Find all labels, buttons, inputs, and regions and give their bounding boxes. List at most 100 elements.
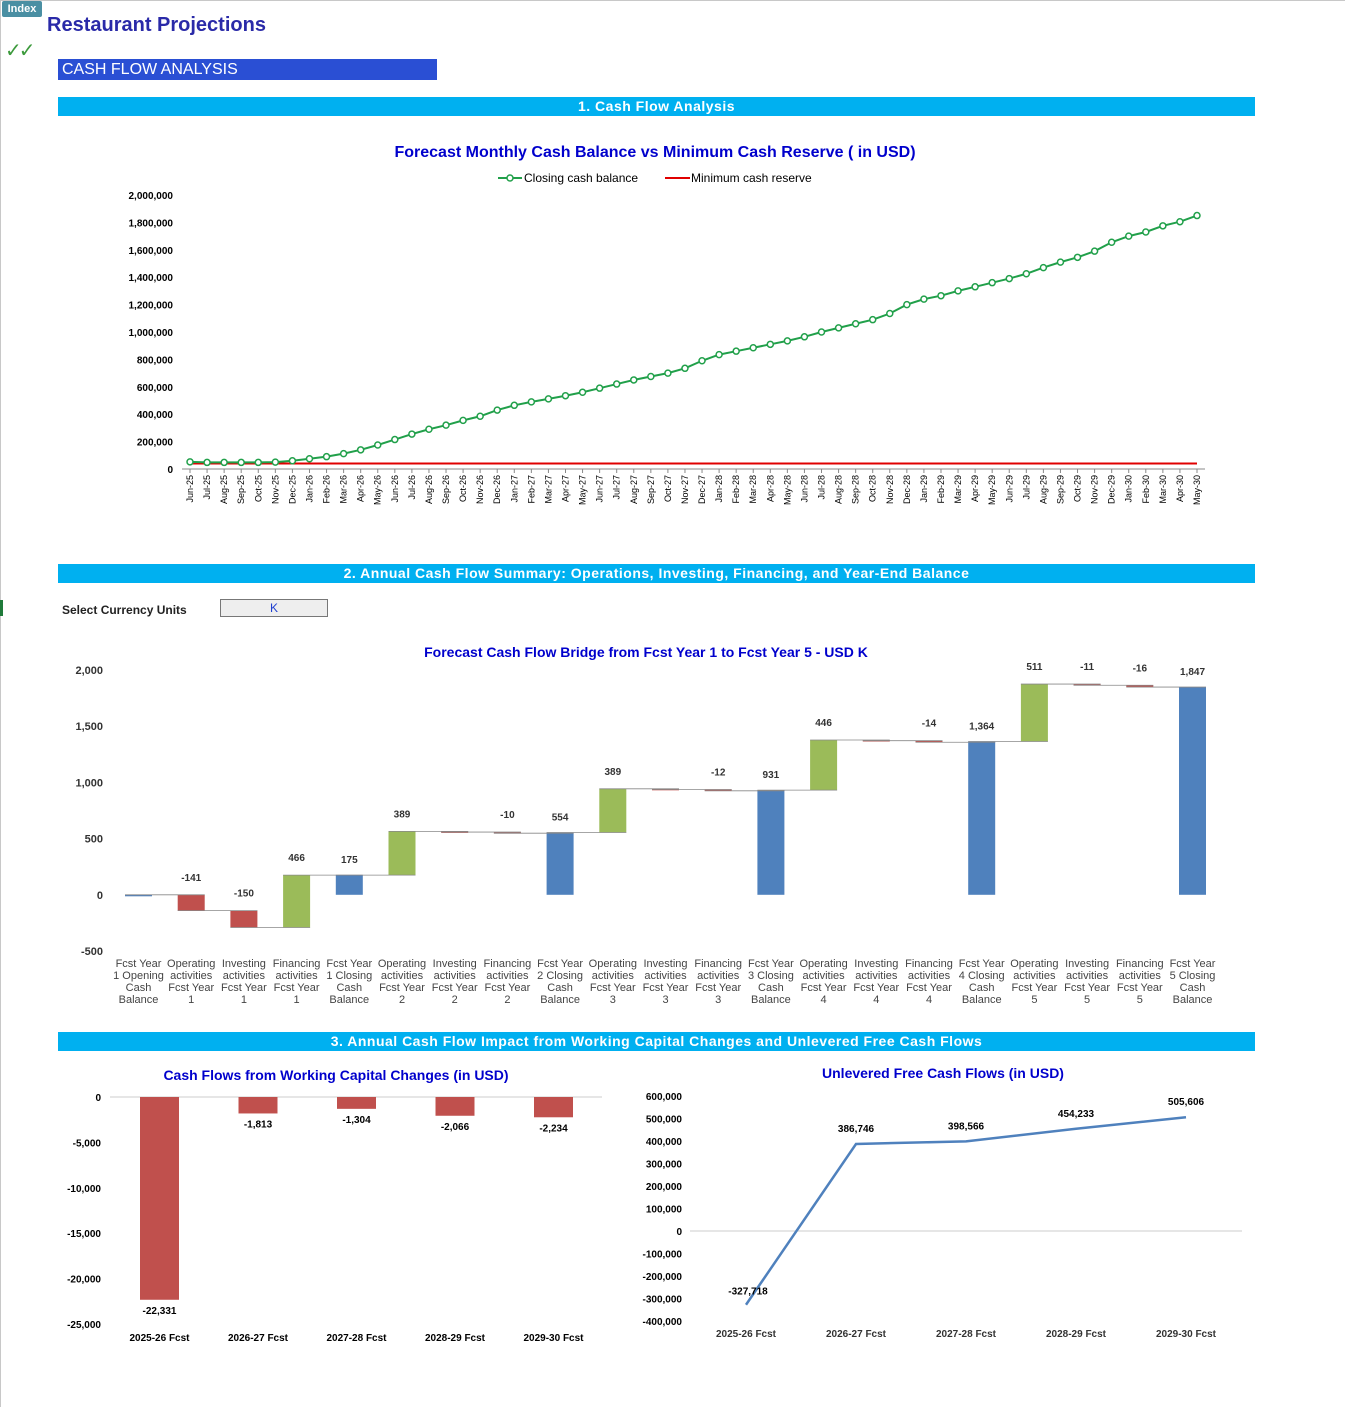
x-category-label: Fcst Year 1 Closing Cash Balance (326, 958, 372, 1006)
x-category-label: 2027-28 Fcst (936, 1329, 997, 1340)
bridge-data-label: 389 (394, 809, 411, 820)
y-tick-label: 100,000 (646, 1205, 683, 1216)
bridge-bar (230, 910, 258, 928)
x-tick-label: Sep-28 (851, 475, 861, 504)
x-tick-label: Oct-27 (663, 475, 673, 502)
y-tick-label: 0 (167, 465, 173, 476)
ufcf-line (744, 1115, 1187, 1306)
bridge-bar (335, 875, 363, 895)
y-tick-label: 1,400,000 (129, 273, 174, 284)
x-tick-label: Feb-30 (1141, 475, 1151, 504)
ufcf-data-label: 454,233 (1058, 1109, 1095, 1120)
y-tick-label: 0 (676, 1227, 682, 1238)
x-category-label: Operating activities Fcst Year 5 (1010, 958, 1058, 1006)
closing-balance-point (373, 441, 382, 449)
currency-units-label: Select Currency Units (62, 603, 187, 617)
bridge-data-label: -16 (1133, 663, 1148, 674)
bridge-data-label: -150 (234, 889, 254, 900)
x-category-label: Fcst Year 2 Closing Cash Balance (537, 958, 583, 1006)
chart-title: Cash Flows from Working Capital Changes … (163, 1067, 508, 1083)
y-tick-label: 200,000 (646, 1182, 683, 1193)
x-tick-label: Jan-27 (509, 475, 519, 503)
closing-balance-point (630, 376, 638, 384)
y-tick-label: 2,000,000 (129, 191, 174, 202)
bridge-bar (757, 790, 785, 895)
x-category-label: Operating activities Fcst Year 2 (378, 958, 426, 1006)
closing-balance-point (186, 458, 194, 466)
legend-marker-closing (506, 174, 514, 182)
x-category-label: Financing activities Fcst Year 4 (905, 958, 953, 1006)
series-closing-cash-balance (189, 214, 1198, 464)
x-tick-label: Aug-27 (629, 475, 639, 504)
closing-balance-point (732, 347, 740, 355)
x-category-label: Fcst Year 5 Closing Cash Balance (1170, 958, 1216, 1006)
closing-balance-point (425, 425, 433, 434)
x-tick-label: Apr-28 (765, 475, 775, 502)
y-tick-label: 300,000 (646, 1160, 683, 1171)
x-category-label: 2027-28 Fcst (326, 1333, 387, 1344)
y-tick-label: -400,000 (643, 1317, 683, 1328)
x-tick-label: Mar-28 (748, 475, 758, 504)
x-tick-label: Jul-27 (612, 475, 622, 500)
bridge-data-label: -14 (922, 719, 937, 730)
y-tick-label: 600,000 (646, 1092, 683, 1103)
y-tick-label: -15,000 (67, 1229, 101, 1240)
bridge-bar (915, 740, 943, 743)
section-title: CASH FLOW ANALYSIS (58, 59, 437, 80)
closing-balance-point (356, 446, 365, 454)
y-tick-label: -5,000 (73, 1138, 102, 1149)
band-annual-summary: 2. Annual Cash Flow Summary: Operations,… (58, 564, 1255, 583)
closing-balance-point (783, 337, 792, 345)
x-tick-label: Feb-27 (526, 475, 536, 504)
closing-balance-point (612, 380, 621, 388)
x-tick-label: Dec-25 (287, 475, 297, 504)
x-tick-label: Oct-29 (1073, 475, 1083, 502)
currency-units-select[interactable]: K (220, 599, 328, 617)
x-category-label: Fcst Year 1 Opening Cash Balance (113, 958, 164, 1006)
closing-balance-point (271, 458, 280, 466)
closing-balance-point (391, 435, 399, 444)
x-tick-label: Apr-30 (1175, 475, 1185, 502)
x-tick-label: Apr-29 (970, 475, 980, 502)
closing-balance-point (766, 340, 775, 349)
ufcf-data-label: -327,718 (728, 1287, 768, 1298)
x-tick-label: Jan-28 (714, 475, 724, 503)
closing-balance-point (339, 449, 348, 458)
y-tick-label: 600,000 (137, 383, 174, 394)
bridge-bar (1179, 687, 1206, 895)
x-tick-label: Apr-27 (560, 475, 570, 502)
x-tick-label: Jun-29 (1004, 475, 1014, 503)
x-tick-label: Aug-26 (424, 475, 434, 504)
x-tick-label: May-26 (373, 475, 383, 505)
x-category-label: Operating activities Fcst Year 1 (167, 958, 215, 1006)
band-working-capital: 3. Annual Cash Flow Impact from Working … (58, 1032, 1255, 1051)
y-tick-label: 0 (95, 1093, 101, 1104)
wc-bar (534, 1097, 573, 1118)
bridge-data-label: 1,847 (1180, 667, 1205, 678)
y-tick-label: 2,000 (75, 665, 103, 677)
closing-balance-point (664, 369, 672, 377)
y-tick-label: -10,000 (67, 1184, 101, 1195)
x-category-label: Operating activities Fcst Year 3 (589, 958, 637, 1006)
closing-balance-point (868, 315, 877, 324)
x-category-label: Fcst Year 4 Closing Cash Balance (959, 958, 1005, 1006)
closing-balance-point (937, 291, 945, 300)
check-icon: ✓✓ (5, 40, 35, 62)
chart-title: Forecast Monthly Cash Balance vs Minimum… (394, 144, 915, 161)
x-category-label: 2028-29 Fcst (1046, 1329, 1107, 1340)
closing-balance-point (1159, 222, 1167, 230)
x-category-label: Financing activities Fcst Year 1 (273, 958, 321, 1006)
index-button[interactable]: Index (2, 1, 42, 17)
x-tick-label: Mar-26 (339, 475, 349, 504)
x-tick-label: Sep-26 (441, 475, 451, 504)
x-category-label: Investing activities Fcst Year 1 (221, 958, 267, 1006)
bridge-data-label: 466 (288, 853, 305, 864)
bridge-bar (388, 831, 416, 876)
x-tick-label: Dec-28 (902, 475, 912, 504)
x-tick-label: Jun-27 (595, 475, 605, 503)
bridge-bar (599, 788, 627, 833)
x-tick-label: May-29 (987, 475, 997, 505)
closing-balance-point (220, 458, 228, 467)
y-tick-label: -500 (81, 946, 103, 958)
closing-balance-point (459, 416, 467, 425)
